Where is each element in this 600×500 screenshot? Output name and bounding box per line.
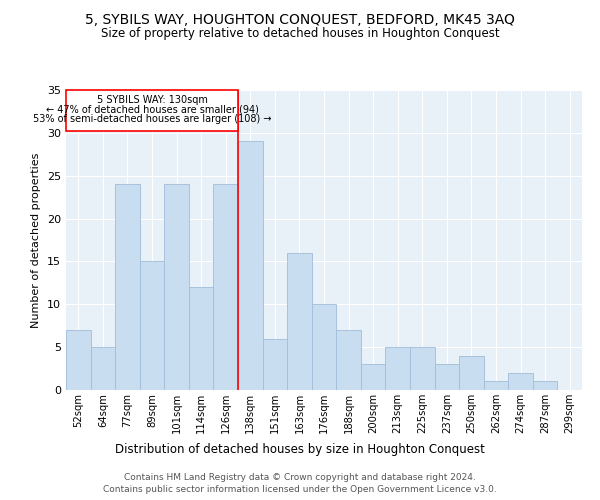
Bar: [66, 330, 91, 390]
Text: Size of property relative to detached houses in Houghton Conquest: Size of property relative to detached ho…: [101, 28, 499, 40]
Text: ← 47% of detached houses are smaller (94): ← 47% of detached houses are smaller (94…: [46, 104, 259, 115]
Bar: [434, 364, 459, 390]
Bar: [361, 364, 385, 390]
Text: Contains HM Land Registry data © Crown copyright and database right 2024.: Contains HM Land Registry data © Crown c…: [124, 472, 476, 482]
Bar: [263, 338, 287, 390]
Bar: [164, 184, 189, 390]
Bar: [533, 382, 557, 390]
Bar: [508, 373, 533, 390]
Bar: [140, 262, 164, 390]
Bar: [459, 356, 484, 390]
Text: Contains public sector information licensed under the Open Government Licence v3: Contains public sector information licen…: [103, 485, 497, 494]
Bar: [115, 184, 140, 390]
Y-axis label: Number of detached properties: Number of detached properties: [31, 152, 41, 328]
Bar: [91, 347, 115, 390]
Bar: [410, 347, 434, 390]
FancyBboxPatch shape: [66, 90, 238, 131]
Bar: [189, 287, 214, 390]
Text: 5, SYBILS WAY, HOUGHTON CONQUEST, BEDFORD, MK45 3AQ: 5, SYBILS WAY, HOUGHTON CONQUEST, BEDFOR…: [85, 12, 515, 26]
Bar: [336, 330, 361, 390]
Bar: [385, 347, 410, 390]
Bar: [214, 184, 238, 390]
Bar: [287, 253, 312, 390]
Text: Distribution of detached houses by size in Houghton Conquest: Distribution of detached houses by size …: [115, 442, 485, 456]
Bar: [312, 304, 336, 390]
Text: 53% of semi-detached houses are larger (108) →: 53% of semi-detached houses are larger (…: [33, 114, 271, 124]
Bar: [484, 382, 508, 390]
Bar: [238, 142, 263, 390]
Text: 5 SYBILS WAY: 130sqm: 5 SYBILS WAY: 130sqm: [97, 95, 208, 105]
